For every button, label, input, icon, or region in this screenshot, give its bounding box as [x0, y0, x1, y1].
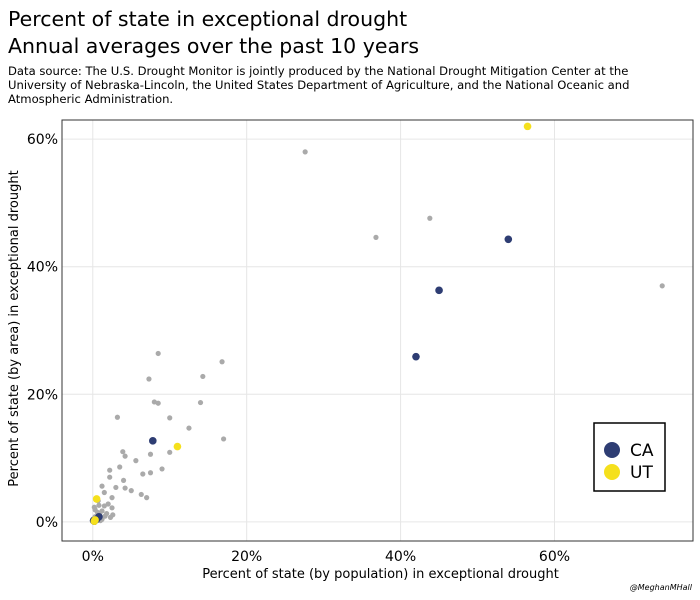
- ut-point: [173, 442, 182, 451]
- other-state-point: [102, 513, 108, 519]
- legend-key-ut: [604, 464, 620, 480]
- other-state-point: [219, 359, 225, 365]
- other-state-point: [147, 451, 154, 457]
- legend-label-ut: UT: [630, 463, 653, 483]
- ca-point: [149, 437, 157, 445]
- title-line-1: Percent of state in exceptional drought: [8, 7, 408, 31]
- ca-point: [504, 235, 513, 244]
- author-credit: @MeghanMHall: [629, 583, 692, 592]
- other-state-point: [155, 400, 161, 406]
- x-axis-title: Percent of state (by population) in exce…: [202, 567, 559, 582]
- ca-point: [435, 286, 443, 295]
- data-source-note: Data source: The U.S. Drought Monitor is…: [8, 64, 630, 106]
- y-tick-label: 60%: [27, 132, 58, 148]
- other-state-point: [107, 514, 114, 520]
- other-state-point: [197, 399, 204, 406]
- plot-panel-border: [61, 119, 694, 542]
- other-state-point: [138, 491, 144, 498]
- legend-box: [593, 422, 666, 492]
- other-state-point: [155, 350, 161, 357]
- other-state-point: [120, 477, 127, 484]
- other-state-point: [373, 234, 379, 240]
- tick-labels: 0% 20% 40% 60% 0% 20% 40% 60%: [27, 132, 570, 565]
- legend-label-ca: CA: [630, 441, 654, 461]
- other-state-point: [128, 488, 134, 494]
- ut-point: [90, 517, 99, 526]
- x-tick-label: 60%: [539, 549, 570, 565]
- other-state-point: [659, 283, 665, 289]
- ut-point: [523, 122, 532, 131]
- other-state-point: [107, 467, 113, 473]
- other-state-point: [109, 505, 115, 511]
- other-state-point: [146, 376, 152, 382]
- other-state-point: [114, 414, 121, 420]
- x-tick-label: 40%: [385, 549, 416, 565]
- other-state-point: [122, 485, 128, 491]
- other-state-point: [140, 471, 146, 477]
- other-state-point: [167, 449, 173, 455]
- other-state-point: [101, 503, 107, 509]
- other-state-point: [96, 502, 102, 508]
- y-tick-label: 0%: [36, 515, 58, 531]
- other-state-point: [144, 495, 150, 501]
- other-state-point: [427, 215, 433, 221]
- other-state-point: [167, 415, 173, 421]
- ut-point: [92, 495, 101, 503]
- other-state-point: [302, 149, 308, 155]
- other-state-point: [133, 458, 139, 464]
- grid: [62, 120, 693, 541]
- x-tick-label: 20%: [231, 549, 262, 565]
- other-state-point: [147, 470, 154, 476]
- other-state-point: [120, 449, 126, 455]
- other-state-point: [92, 507, 98, 513]
- other-state-point: [109, 495, 115, 501]
- other-state-point: [99, 483, 105, 489]
- legend-key-ca: [604, 442, 620, 458]
- title-line-2: Annual averages over the past 10 years: [8, 34, 420, 58]
- other-state-point: [107, 474, 113, 480]
- other-state-point: [200, 373, 206, 380]
- y-axis-title: Percent of state (by area) in exceptiona…: [7, 170, 22, 486]
- other-state-point: [117, 464, 123, 470]
- ca-point: [412, 352, 420, 361]
- y-tick-label: 20%: [27, 387, 58, 403]
- x-tick-label: 0%: [82, 549, 104, 565]
- other-state-point: [159, 466, 165, 472]
- other-state-point: [186, 425, 192, 431]
- other-state-point: [101, 489, 107, 496]
- other-state-point: [99, 508, 105, 514]
- other-state-point: [122, 453, 128, 459]
- data-points: [89, 122, 665, 526]
- y-tick-label: 40%: [27, 260, 58, 276]
- other-state-point: [105, 501, 111, 507]
- other-state-point: [220, 436, 227, 442]
- chart-title: Percent of state in exceptional drought …: [8, 6, 419, 60]
- other-state-point: [113, 484, 119, 491]
